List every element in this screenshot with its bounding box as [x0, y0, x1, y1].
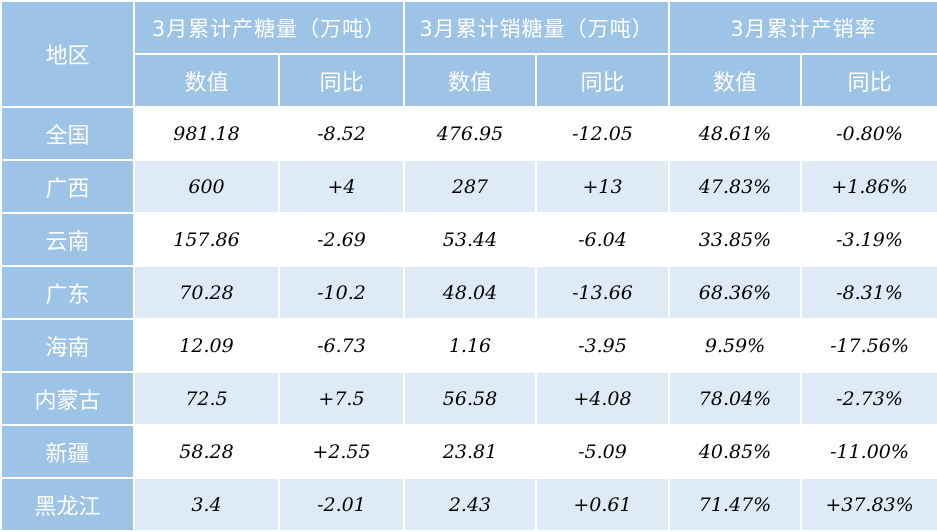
header-row: 地区 3月累计产糖量（万吨） 3月累计销糖量（万吨） 3月累计产销率	[0, 0, 937, 108]
subheader: 数值	[133, 53, 280, 108]
value-cell: 23.81	[403, 424, 537, 479]
value-cell: +7.5	[278, 371, 405, 426]
value-cell: +4.08	[535, 371, 670, 426]
value-cell: +4	[278, 159, 405, 214]
value-cell: -3.19%	[800, 212, 937, 267]
region-cell: 全国	[0, 106, 135, 161]
table-row: 海南 12.09 -6.73 1.16 -3.95 9.59% -17.56%	[0, 318, 937, 373]
subheader: 同比	[800, 53, 937, 108]
value-cell: 287	[403, 159, 537, 214]
value-cell: -17.56%	[800, 318, 937, 373]
value-cell: 981.18	[133, 106, 280, 161]
value-cell: 56.58	[403, 371, 537, 426]
value-cell: +13	[535, 159, 670, 214]
value-cell: -6.73	[278, 318, 405, 373]
value-cell: 48.04	[403, 265, 537, 320]
region-cell: 内蒙古	[0, 371, 135, 426]
table-row: 黑龙江 3.4 -2.01 2.43 +0.61 71.47% +37.83%	[0, 477, 937, 532]
table-row: 广西 600 +4 287 +13 47.83% +1.86%	[0, 159, 937, 214]
region-cell: 云南	[0, 212, 135, 267]
region-cell: 海南	[0, 318, 135, 373]
value-cell: 58.28	[133, 424, 280, 479]
value-cell: 12.09	[133, 318, 280, 373]
region-cell: 广西	[0, 159, 135, 214]
value-cell: +37.83%	[800, 477, 937, 532]
subheader: 同比	[535, 53, 670, 108]
value-cell: -6.04	[535, 212, 670, 267]
value-cell: -2.01	[278, 477, 405, 532]
value-cell: -5.09	[535, 424, 670, 479]
value-cell: -0.80%	[800, 106, 937, 161]
corner-header: 地区	[0, 0, 135, 108]
value-cell: +1.86%	[800, 159, 937, 214]
region-cell: 新疆	[0, 424, 135, 479]
subheader: 数值	[403, 53, 537, 108]
value-cell: 72.5	[133, 371, 280, 426]
group-header: 3月累计产糖量（万吨）	[133, 0, 405, 55]
table-row: 内蒙古 72.5 +7.5 56.58 +4.08 78.04% -2.73%	[0, 371, 937, 426]
value-cell: 9.59%	[668, 318, 802, 373]
region-cell: 广东	[0, 265, 135, 320]
value-cell: -8.31%	[800, 265, 937, 320]
table-row: 全国 981.18 -8.52 476.95 -12.05 48.61% -0.80%	[0, 106, 937, 161]
value-cell: 33.85%	[668, 212, 802, 267]
subheader: 同比	[278, 53, 405, 108]
value-cell: -10.2	[278, 265, 405, 320]
value-cell: -8.52	[278, 106, 405, 161]
value-cell: 78.04%	[668, 371, 802, 426]
value-cell: +0.61	[535, 477, 670, 532]
value-cell: -13.66	[535, 265, 670, 320]
subheader-row: 数值 同比 数值 同比 数值 同比	[1, 53, 937, 108]
table-body: 全国 981.18 -8.52 476.95 -12.05 48.61% -0.80% 广西 6…	[0, 106, 937, 532]
value-cell: -2.69	[278, 212, 405, 267]
value-cell: -11.00%	[800, 424, 937, 479]
value-cell: 70.28	[133, 265, 280, 320]
group-header: 3月累计销糖量（万吨）	[403, 0, 670, 55]
value-cell: -2.73%	[800, 371, 937, 426]
value-cell: -3.95	[535, 318, 670, 373]
value-cell: 53.44	[403, 212, 537, 267]
subheader: 数值	[668, 53, 802, 108]
value-cell: 71.47%	[668, 477, 802, 532]
value-cell: +2.55	[278, 424, 405, 479]
value-cell: -12.05	[535, 106, 670, 161]
table-row: 新疆 58.28 +2.55 23.81 -5.09 40.85% -11.00%	[0, 424, 937, 479]
value-cell: 48.61%	[668, 106, 802, 161]
value-cell: 2.43	[403, 477, 537, 532]
table-row: 云南 157.86 -2.69 53.44 -6.04 33.85% -3.19%	[0, 212, 937, 267]
value-cell: 1.16	[403, 318, 537, 373]
value-cell: 600	[133, 159, 280, 214]
region-cell: 黑龙江	[0, 477, 135, 532]
table-row: 广东 70.28 -10.2 48.04 -13.66 68.36% -8.31%	[0, 265, 937, 320]
value-cell: 40.85%	[668, 424, 802, 479]
value-cell: 476.95	[403, 106, 537, 161]
value-cell: 3.4	[133, 477, 280, 532]
group-header: 3月累计产销率	[668, 0, 937, 55]
value-cell: 157.86	[133, 212, 280, 267]
value-cell: 68.36%	[668, 265, 802, 320]
value-cell: 47.83%	[668, 159, 802, 214]
